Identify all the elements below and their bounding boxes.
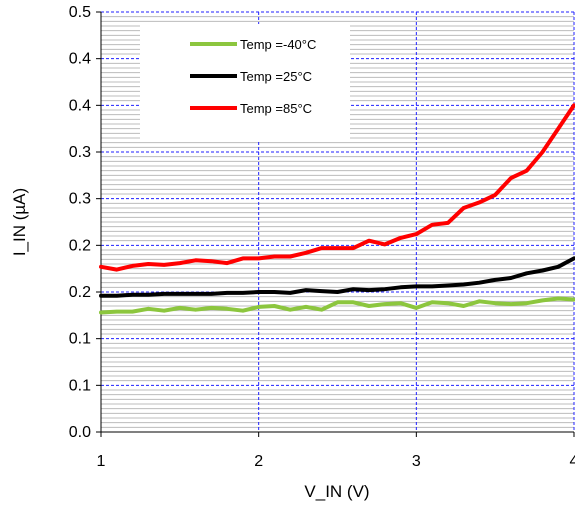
axes — [96, 11, 575, 437]
x-tick-label: 1 — [97, 453, 106, 470]
y-tick-label: 0.4 — [69, 97, 91, 114]
legend: Temp =-40°C Temp =25°C Temp =85°C — [140, 24, 350, 140]
y-tick-label: 0.2 — [69, 284, 91, 301]
y-tick-label: 0.3 — [69, 144, 91, 161]
series-lines — [99, 103, 575, 315]
y-axis-label: I_IN (µA) — [10, 188, 29, 256]
legend-label: Temp =25°C — [240, 69, 312, 84]
legend-label: Temp =85°C — [240, 101, 312, 116]
y-tick-label: 0.1 — [69, 331, 91, 348]
y-tick-label: 0.3 — [69, 191, 91, 208]
x-tick-label: 2 — [254, 453, 263, 470]
y-tick-label: 0.1 — [69, 377, 91, 394]
x-axis-label: V_IN (V) — [304, 482, 369, 501]
legend-box — [140, 24, 350, 140]
y-tick-label: 0.5 — [69, 4, 91, 21]
series-line-1 — [99, 296, 575, 315]
y-tick-label: 0.2 — [69, 237, 91, 254]
series-line-3 — [99, 103, 575, 272]
x-tick-label: 4 — [570, 453, 575, 470]
series-line-2 — [99, 256, 575, 298]
y-tick-label: 0.0 — [69, 424, 91, 441]
x-tick-label: 3 — [412, 453, 421, 470]
y-tick-label: 0.4 — [69, 51, 91, 68]
legend-label: Temp =-40°C — [240, 37, 316, 52]
tick-labels: 0.0 0.1 0.1 0.2 0.2 0.3 0.3 0.4 0.4 0.5 1 2 3 4 — [69, 4, 575, 470]
